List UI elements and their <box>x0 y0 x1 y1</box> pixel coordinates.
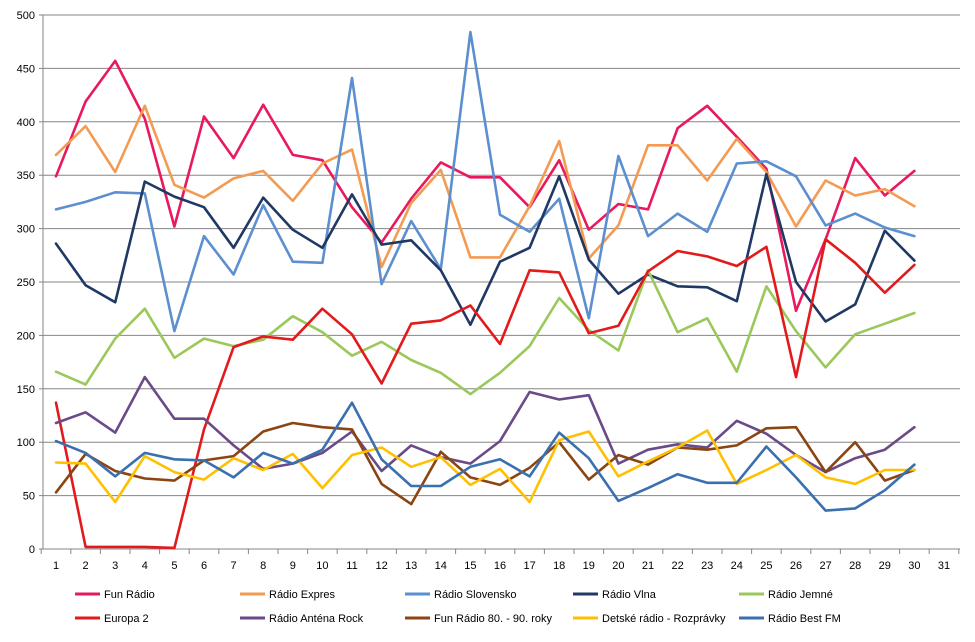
x-tick-label: 5 <box>171 560 177 572</box>
y-tick-label: 500 <box>17 10 35 22</box>
series-line-3 <box>54 30 916 333</box>
legend-label: Fun Rádio 80. - 90. roky <box>434 613 553 625</box>
legend-label: Detské rádio - Rozprávky <box>602 613 726 625</box>
x-tick-label: 18 <box>553 560 565 572</box>
x-tick-label: 2 <box>83 560 89 572</box>
x-tick-label: 23 <box>701 560 713 572</box>
legend-label: Fun Rádio <box>104 589 155 601</box>
y-tick-label: 150 <box>17 384 35 396</box>
y-tick-label: 100 <box>17 437 35 449</box>
y-tick-label: 50 <box>23 491 35 503</box>
x-tick-label: 11 <box>346 560 357 572</box>
x-tick-label: 30 <box>908 560 920 572</box>
x-tick-label: 3 <box>112 560 118 572</box>
y-tick-label: 300 <box>17 224 35 236</box>
x-axis: 1 2 3 4 5 6 7 8 9 10 11 12 13 14 15 16 17 18 19 20 21 22 23 24 2… <box>40 548 960 572</box>
x-tick-label: 12 <box>375 560 387 572</box>
x-tick-label: 19 <box>583 560 595 572</box>
x-tick-label: 15 <box>464 560 476 572</box>
x-tick-label: 7 <box>231 560 237 572</box>
legend: Fun Rádio Rádio Expres Rádio Slovensko Rádi… <box>75 589 841 625</box>
x-tick-label: 17 <box>523 560 535 572</box>
x-tick-label: 25 <box>760 560 772 572</box>
y-axis: 0 50 100 150 200 250 300 350 400 450 500 <box>17 10 44 556</box>
x-tick-label: 24 <box>731 560 743 572</box>
x-tick-label: 4 <box>142 560 148 572</box>
series-line-9 <box>54 429 916 504</box>
y-tick-label: 250 <box>17 277 35 289</box>
x-tick-label: 28 <box>849 560 861 572</box>
legend-label: Rádio Expres <box>269 589 336 601</box>
legend-label: Rádio Slovensko <box>434 589 517 601</box>
y-tick-label: 350 <box>17 170 35 182</box>
x-tick-label: 10 <box>316 560 328 572</box>
x-tick-label: 31 <box>938 560 950 572</box>
x-tick-label: 14 <box>435 560 447 572</box>
legend-label: Rádio Anténa Rock <box>269 613 364 625</box>
series-line-5 <box>54 268 916 396</box>
y-tick-label: 0 <box>29 544 35 556</box>
legend-label: Rádio Jemné <box>768 589 833 601</box>
x-tick-label: 22 <box>671 560 683 572</box>
series-line-4 <box>54 172 916 327</box>
x-tick-label: 20 <box>612 560 624 572</box>
x-tick-label: 1 <box>53 560 59 572</box>
x-tick-label: 13 <box>405 560 417 572</box>
series-line-7 <box>54 375 916 474</box>
x-tick-label: 9 <box>290 560 296 572</box>
series-line-2 <box>54 104 916 269</box>
gridlines <box>43 14 960 550</box>
legend-label: Europa 2 <box>104 613 149 625</box>
series-lines <box>54 30 916 550</box>
legend-label: Rádio Best FM <box>768 613 841 625</box>
series-line-10 <box>54 401 916 512</box>
x-tick-label: 21 <box>642 560 654 572</box>
x-tick-label: 26 <box>790 560 802 572</box>
y-tick-label: 400 <box>17 117 35 129</box>
series-line-1 <box>54 59 916 313</box>
x-tick-label: 16 <box>494 560 506 572</box>
x-tick-label: 6 <box>201 560 207 572</box>
series-line-8 <box>54 421 916 506</box>
series-line-6 <box>54 238 916 550</box>
y-tick-label: 450 <box>17 63 35 75</box>
x-tick-label: 27 <box>819 560 831 572</box>
x-tick-label: 8 <box>260 560 266 572</box>
x-tick-label: 29 <box>879 560 891 572</box>
y-tick-label: 200 <box>17 330 35 342</box>
legend-label: Rádio Vlna <box>602 589 657 601</box>
